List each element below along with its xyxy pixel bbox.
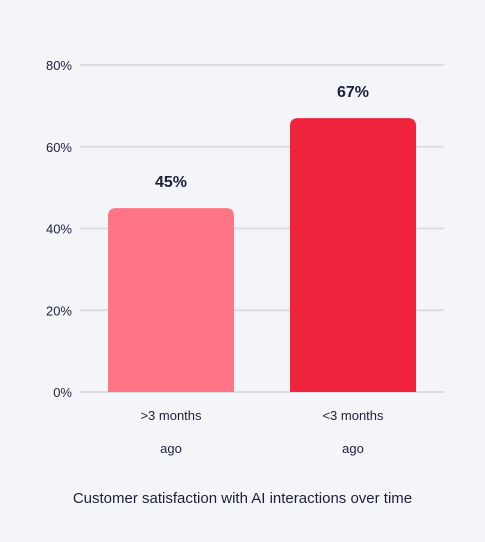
x-category-label-line: ago — [342, 441, 364, 456]
data-labels: 45% 67% — [155, 84, 369, 191]
bar-value-label: 45% — [155, 174, 187, 191]
bar-chart: 0%20%40%60%80% 45%67% >3 months ago<3 mon… — [46, 58, 444, 456]
bars — [108, 118, 416, 392]
y-tick-label: 0% — [53, 385, 72, 400]
y-tick-label: 60% — [46, 140, 72, 155]
x-category-label-line: <3 months — [322, 408, 384, 423]
bar — [108, 208, 234, 392]
y-axis-ticks: 0% 20% 40% 60% 80% — [46, 58, 72, 400]
x-category-label-line: >3 months — [140, 408, 202, 423]
y-tick-label: 40% — [46, 222, 72, 237]
x-category-label-line: ago — [160, 441, 182, 456]
x-category-label: <3 months ago — [322, 408, 384, 456]
y-tick-label: 80% — [46, 58, 72, 73]
x-axis-categories: >3 months ago <3 months ago — [140, 408, 384, 456]
x-category-label: >3 months ago — [140, 408, 202, 456]
y-tick-label: 20% — [46, 303, 72, 318]
chart-title: Customer satisfaction with AI interactio… — [72, 490, 413, 507]
bar — [290, 118, 416, 392]
bar-value-label: 67% — [337, 84, 369, 101]
